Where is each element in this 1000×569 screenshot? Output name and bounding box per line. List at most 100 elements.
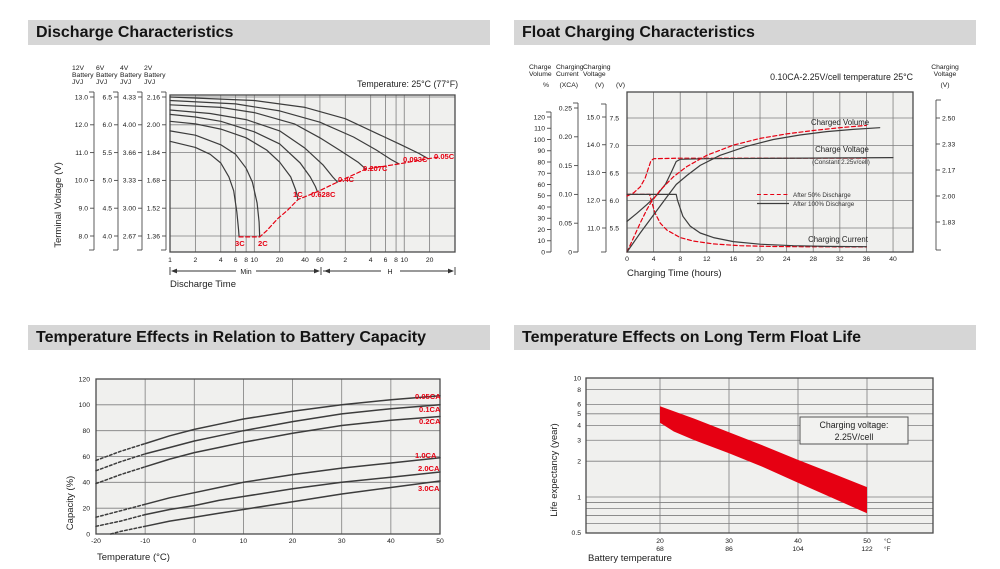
tick-label: 15.0 [587, 114, 600, 121]
tick-label: 0.25 [559, 105, 572, 112]
tick-label: Charge [529, 64, 552, 71]
tick-label: (V) [940, 82, 949, 89]
tick-label: 100 [534, 137, 546, 144]
tick-label: 0 [625, 256, 629, 263]
tick-label: 40 [889, 256, 897, 263]
tick-label: 7.0 [610, 143, 620, 150]
tick-label: 80 [537, 159, 545, 166]
tick-label: 3.66 [123, 150, 136, 157]
tick-label: 8 [244, 257, 248, 264]
tick-label: 50 [537, 193, 545, 200]
tick-label: 70 [537, 171, 545, 178]
curve-label-30ca: 3.0CA [418, 484, 440, 493]
tick-label: 13.0 [75, 94, 88, 101]
tick-label: 4V [120, 65, 129, 72]
tick-label: (V) [595, 82, 604, 89]
tick-label: JVJ [72, 79, 83, 86]
tick-label: Battery [72, 72, 94, 79]
section-title-text: Float Charging Characteristics [522, 24, 755, 41]
curve-label-10ca: 1.0CA [415, 451, 437, 460]
min-range-arrow: Min [169, 267, 322, 276]
tick-label: 4 [219, 257, 223, 264]
tick-label: 6 [234, 257, 238, 264]
condition-note: Temperature: 25°C (77°F) [357, 79, 458, 89]
tick-label: Battery [144, 72, 166, 79]
tick-label: 0.05 [559, 221, 572, 228]
section-title-text: Discharge Characteristics [36, 24, 234, 41]
float-charging-plot: 0 4 8 12 16 20 24 28 32 36 40120110100908070605040… [529, 64, 959, 263]
annotation-charged-volume: Charged Volume [811, 118, 869, 127]
tick-label: 3.00 [123, 206, 136, 213]
tick-label: 12V [72, 65, 85, 72]
tick-label: 14.0 [587, 142, 600, 149]
tick-label: (V) [616, 82, 625, 89]
tick-label: 60 [316, 257, 324, 264]
tick-label: 1.52 [147, 206, 160, 213]
tick-label: 8 [678, 256, 682, 263]
y-axis-title: Terminal Voltage (V) [53, 162, 64, 248]
tick-label: -10 [140, 538, 150, 545]
tick-label: 20 [276, 257, 284, 264]
curve-label-0628c: 0.628C [311, 190, 336, 199]
tick-label: 5 [577, 411, 581, 418]
tick-label: 8 [577, 387, 581, 394]
tick-label: Charging [931, 64, 959, 71]
curve-label-0207c: 0.207C [363, 164, 388, 173]
tick-label: 6 [384, 257, 388, 264]
section-title-text: Temperature Effects in Relation to Batte… [36, 329, 427, 346]
tick-label: 10 [537, 238, 545, 245]
tick-label: 0.20 [559, 134, 572, 141]
tick-label: 0 [86, 531, 90, 538]
tick-label: 1.36 [147, 233, 160, 240]
range-label-h: H [387, 269, 392, 276]
discharge-plot: 1 2 4 6 8 10 20 40 60 2 4 6 8 10 2013.012.011.010.09.0… [72, 65, 456, 264]
tick-label: 2.00 [147, 122, 160, 129]
tick-label: 40 [537, 204, 545, 211]
tick-label: 2 [577, 458, 581, 465]
tick-label: 0.5 [572, 530, 582, 537]
tick-label: JVJ [120, 79, 131, 86]
tick-label: 8 [394, 257, 398, 264]
tick-label: 3.33 [123, 178, 136, 185]
life-expectancy-band [660, 406, 867, 514]
section-title-discharge: Discharge Characteristics [28, 20, 490, 45]
tick-label: 4 [652, 256, 656, 263]
curve-label-04c: 0.4C [338, 175, 355, 184]
tick-label: 11.0 [75, 150, 88, 157]
tick-label: 10 [573, 375, 581, 382]
legend-label-50pct: After 50% Discharge [793, 192, 851, 199]
tick-label: 3 [577, 438, 581, 445]
tick-label: Battery [96, 72, 118, 79]
tick-label: 9.0 [79, 206, 89, 213]
tick-label: Volume [529, 71, 552, 78]
legend: After 50% Discharge After 100% Discharge [757, 192, 855, 208]
tick-label: 120 [534, 114, 546, 121]
y-axis-title: Life expectancy (year) [549, 423, 560, 516]
tick-label: 5.5 [610, 225, 620, 232]
tick-label: 6.0 [610, 198, 620, 205]
tick-label: 4.33 [123, 94, 136, 101]
tick-label: JVJ [96, 79, 107, 86]
tick-label: 0 [192, 538, 196, 545]
tick-label: 13.0 [587, 170, 600, 177]
tick-label: 4 [369, 257, 373, 264]
curve-label-1c: 1C [293, 190, 303, 199]
tick-label: 2.16 [147, 94, 160, 101]
tick-label: 7.5 [610, 115, 620, 122]
tick-label: Voltage [934, 71, 957, 78]
tick-label: Battery [120, 72, 142, 79]
tick-label: 104 [792, 546, 804, 553]
tick-label: 80 [82, 428, 90, 435]
tick-label: 12.0 [75, 122, 88, 129]
tick-label: 20 [426, 257, 434, 264]
curve-label-2c: 2C [258, 239, 268, 248]
tick-label: 0 [541, 249, 545, 256]
unit-celsius: °C [884, 537, 892, 545]
tick-label: 60 [537, 182, 545, 189]
tick-label: 20 [537, 227, 545, 234]
tick-label: 4.00 [123, 122, 136, 129]
tick-label: 50 [863, 538, 871, 545]
tick-label: 5.5 [103, 150, 113, 157]
tick-label: 120 [79, 376, 91, 383]
tick-label: 30 [338, 538, 346, 545]
